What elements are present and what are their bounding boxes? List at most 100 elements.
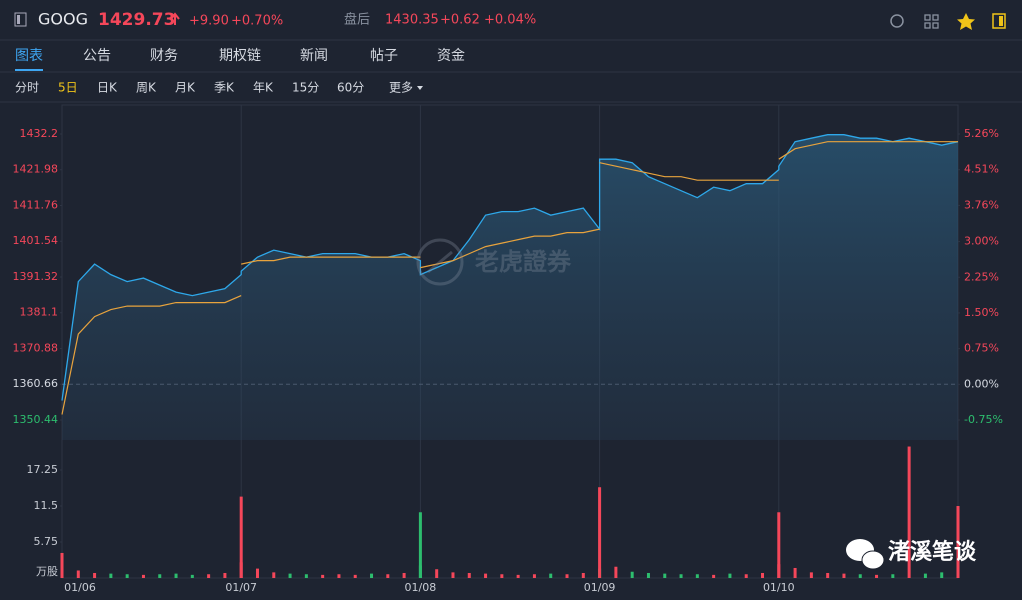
period-button[interactable]: 月K: [175, 81, 196, 95]
menu-icon[interactable]: [14, 12, 27, 27]
volume-bar: [744, 574, 748, 578]
symbol: GOOG: [38, 10, 88, 29]
volume-bar: [516, 574, 520, 578]
price-line: [61, 134, 959, 401]
average-line: [61, 295, 242, 415]
y2-tick-label: 2.25%: [964, 270, 999, 283]
period-button[interactable]: 年K: [253, 81, 274, 95]
volume-bar: [435, 569, 439, 578]
volume-bar: [93, 572, 97, 578]
price: 1429.73: [98, 10, 175, 30]
volume-bar: [646, 572, 650, 578]
volume-bar: [858, 574, 862, 578]
volume-bar: [630, 571, 634, 578]
y2-tick-label: 1.50%: [964, 306, 999, 319]
volume-bar: [923, 573, 927, 578]
panel-icon[interactable]: [992, 13, 1006, 29]
period-button[interactable]: 更多: [389, 81, 413, 95]
average-line: [778, 141, 958, 160]
y2-tick-label: 4.51%: [964, 163, 999, 176]
wechat-icon: [846, 539, 885, 570]
y-tick-label: 1381.1: [20, 306, 59, 319]
volume-bar: [581, 572, 585, 578]
volume-bar: [891, 574, 895, 578]
volume-bar: [174, 573, 178, 578]
y2-tick-label: 5.26%: [964, 127, 999, 140]
volume-bar: [353, 574, 357, 578]
volume-bar: [565, 574, 569, 578]
period-bar: 分时 5日 日K 周K 月K 季K 年K 15分 60分 更多: [15, 81, 423, 95]
period-button[interactable]: 周K: [136, 81, 157, 95]
y-tick-label: 1411.76: [13, 198, 59, 211]
period-button[interactable]: 60分: [337, 81, 364, 95]
tab[interactable]: 帖子: [370, 48, 398, 64]
tab[interactable]: 财务: [150, 48, 178, 64]
volume-bar: [321, 574, 325, 578]
volume-bar: [761, 572, 765, 578]
y-tick-label: 1421.98: [13, 163, 59, 176]
volume-bar: [60, 552, 64, 578]
volume-tick-label: 11.5: [34, 499, 59, 512]
after-change-pct: +0.04%: [484, 13, 536, 28]
period-button[interactable]: 15分: [292, 81, 319, 95]
volume-bar: [907, 446, 911, 578]
volume-unit: 万股: [36, 565, 58, 578]
refresh-icon[interactable]: [890, 14, 904, 28]
change: +9.90: [189, 14, 229, 29]
volume-bar: [337, 574, 341, 578]
tab[interactable]: 图表: [15, 48, 43, 64]
volume-bar: [451, 572, 455, 578]
volume-bar: [304, 574, 308, 578]
average-line: [420, 228, 600, 269]
volume-bar: [386, 574, 390, 578]
volume-bar: [125, 574, 129, 578]
volume-bar: [141, 574, 145, 578]
x-tick-label: 01/08: [405, 581, 437, 594]
favorite-icon[interactable]: [957, 13, 975, 30]
period-button[interactable]: 5日: [58, 81, 78, 95]
tab[interactable]: 资金: [437, 48, 465, 64]
after-hours-label: 盘后: [344, 12, 370, 28]
y2-tick-label: 3.00%: [964, 235, 999, 248]
volume-bar: [712, 574, 716, 578]
panel-icon-fill: [999, 16, 1003, 26]
average-line: [599, 162, 779, 181]
volume-bar: [614, 566, 618, 578]
period-button[interactable]: 季K: [214, 81, 235, 95]
watermark: 老虎證券: [475, 248, 572, 276]
x-tick-label: 01/07: [225, 581, 257, 594]
volume-bar: [255, 568, 259, 578]
tab[interactable]: 公告: [83, 48, 111, 64]
footer-brand: 渚溪笔谈: [888, 539, 977, 565]
volume-bar: [842, 573, 846, 578]
change-pct: +0.70%: [231, 14, 283, 29]
after-change: +0.62: [440, 13, 480, 28]
y-tick-label: 1432.2: [20, 127, 59, 140]
period-button[interactable]: 日K: [97, 81, 118, 95]
y2-tick-label: 3.76%: [964, 198, 999, 211]
volume-bar: [418, 512, 422, 578]
volume-bar: [777, 512, 781, 578]
price-area: [62, 134, 958, 441]
menu-icon-bar: [17, 15, 20, 24]
volume-bar: [728, 573, 732, 578]
volume-bar: [532, 574, 536, 578]
period-button[interactable]: 分时: [15, 81, 39, 95]
after-price: 1430.35: [385, 13, 439, 28]
volume-bar: [956, 506, 960, 578]
volume-bar: [190, 574, 194, 578]
tab[interactable]: 新闻: [300, 48, 328, 64]
volume-bar: [679, 574, 683, 578]
dropdown-caret: [417, 86, 423, 90]
y2-tick-label: -0.75%: [964, 413, 1003, 426]
volume-bar: [793, 567, 797, 578]
volume-tick-label: 17.25: [27, 463, 59, 476]
volume-bar: [663, 573, 667, 578]
volume-bar: [598, 487, 602, 578]
tab[interactable]: 期权链: [219, 48, 261, 64]
volume-bar: [549, 573, 553, 578]
volume-bar: [158, 574, 162, 578]
volume-bar: [500, 574, 504, 578]
grid-icon[interactable]: [924, 14, 939, 29]
